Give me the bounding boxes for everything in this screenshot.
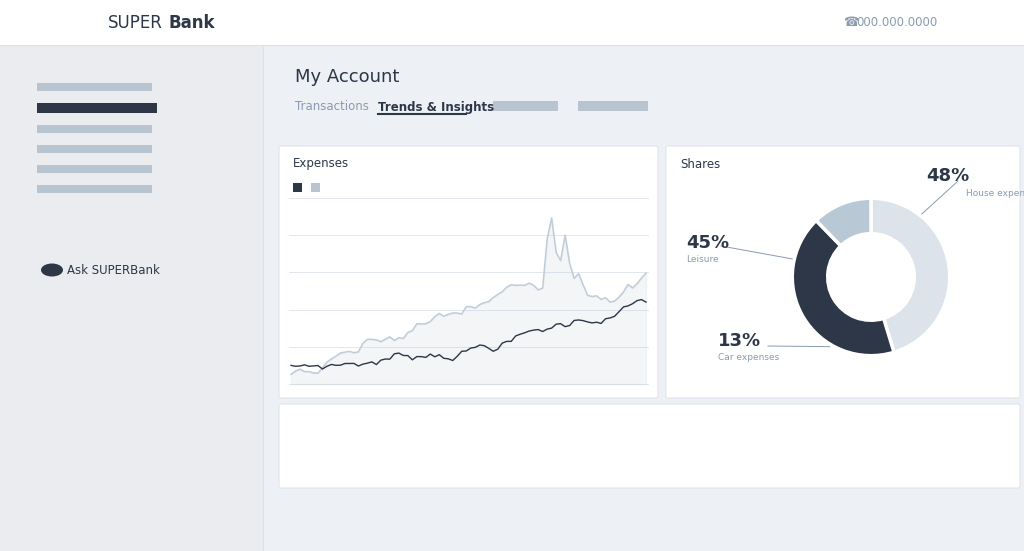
Bar	[37, 103, 157, 113]
Text: My Account: My Account	[295, 68, 399, 86]
Text: Trends & Insights: Trends & Insights	[378, 100, 495, 114]
Text: 45%: 45%	[686, 234, 729, 252]
FancyBboxPatch shape	[279, 404, 1020, 488]
Text: Shares: Shares	[680, 158, 720, 170]
Bar	[263, 45, 1024, 551]
Bar	[293, 183, 302, 192]
Text: 000.000.0000: 000.000.0000	[856, 17, 937, 30]
Text: ☎: ☎	[843, 17, 859, 30]
Bar	[37, 145, 152, 153]
Bar	[37, 185, 152, 193]
Bar	[493, 101, 558, 111]
Bar	[0, 45, 263, 551]
FancyBboxPatch shape	[279, 146, 658, 398]
Bar	[311, 183, 319, 192]
Text: Bank: Bank	[168, 14, 214, 32]
Text: 13%: 13%	[718, 332, 761, 350]
Text: Transactions: Transactions	[295, 100, 369, 114]
Text: Expenses: Expenses	[293, 158, 349, 170]
Text: 48%: 48%	[927, 167, 970, 185]
Bar	[37, 165, 152, 173]
Text: House expenses: House expenses	[966, 190, 1024, 198]
Bar	[37, 125, 152, 133]
Text: Ask SUPERBank: Ask SUPERBank	[67, 263, 160, 277]
Bar	[578, 101, 648, 111]
Bar	[37, 83, 152, 91]
Bar	[0, 0, 1024, 45]
Text: Car expenses: Car expenses	[718, 353, 779, 361]
Wedge shape	[816, 198, 871, 246]
Ellipse shape	[41, 263, 63, 277]
FancyBboxPatch shape	[666, 146, 1020, 398]
Text: SUPER: SUPER	[108, 14, 163, 32]
Text: Leisure: Leisure	[686, 255, 719, 263]
Wedge shape	[871, 198, 949, 352]
Wedge shape	[793, 220, 894, 356]
